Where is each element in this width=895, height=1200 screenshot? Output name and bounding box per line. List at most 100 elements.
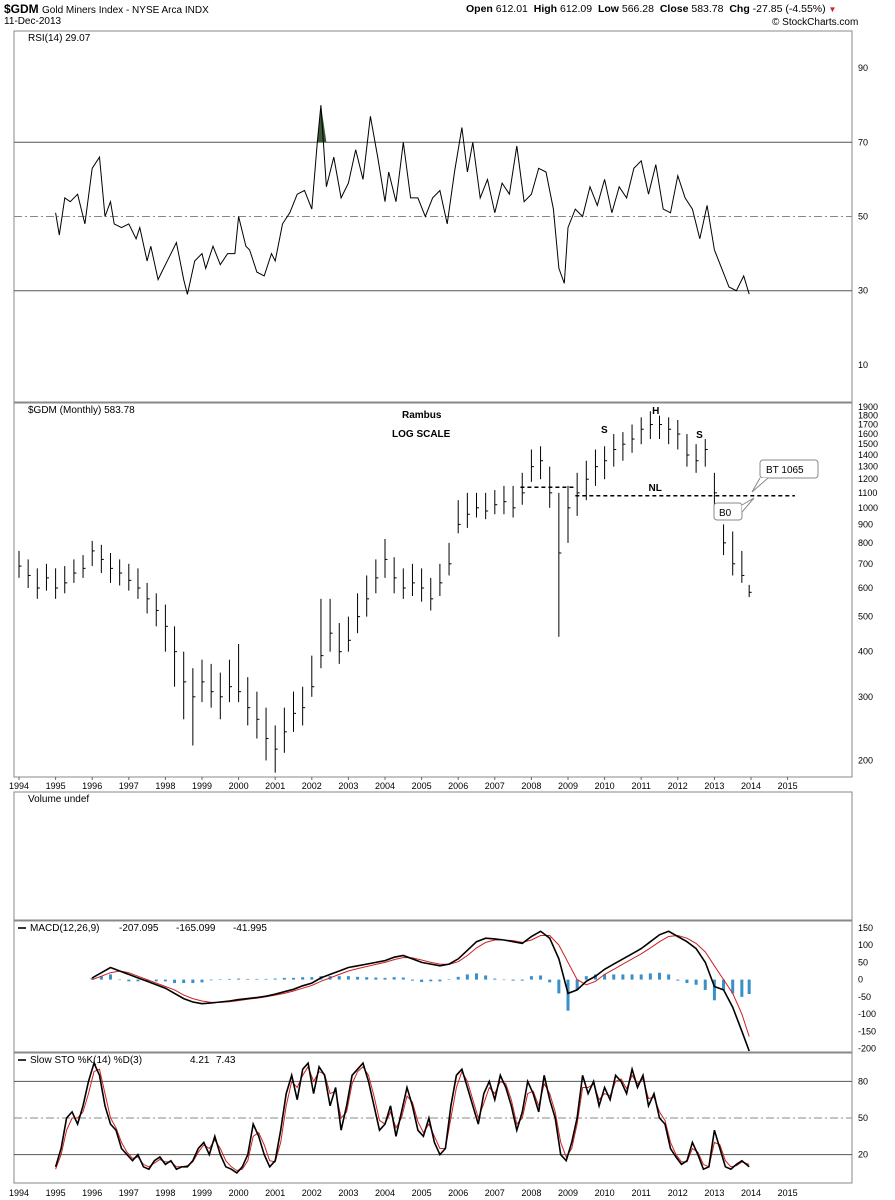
price-tick-500: 500 <box>858 612 873 622</box>
macd-histogram-bar <box>200 979 204 983</box>
macd-histogram-bar <box>621 974 625 980</box>
sto-tick-50: 50 <box>858 1113 868 1123</box>
macd-histogram-bar <box>273 978 277 980</box>
year-label-2010: 2010 <box>595 781 615 791</box>
macd-histogram-bar <box>520 979 524 981</box>
close-value: 583.78 <box>691 3 724 15</box>
neckline-label: NL <box>649 483 662 494</box>
macd-histogram-bar <box>346 976 350 980</box>
year-label-2004: 2004 <box>375 781 395 791</box>
macd-histogram-bar <box>566 979 570 1011</box>
annotation-subtitle: LOG SCALE <box>392 429 451 440</box>
macd-histogram-bar <box>356 976 360 980</box>
year-label-bottom-1996: 1996 <box>82 1188 102 1198</box>
macd-histogram-bar <box>603 974 607 980</box>
year-label-2002: 2002 <box>302 781 322 791</box>
macd-histogram-bar <box>630 974 634 980</box>
left-shoulder-label: S <box>601 425 608 436</box>
macd-histogram-bar <box>127 979 131 982</box>
macd-histogram-bar <box>365 977 369 980</box>
rsi-tick-30: 30 <box>858 286 868 296</box>
macd-histogram-bar <box>154 979 158 982</box>
macd-histogram-bar <box>612 974 616 980</box>
volume-legend: Volume undef <box>28 794 89 805</box>
macd-histogram-bar <box>502 979 506 981</box>
macd-histogram-bar <box>301 977 305 980</box>
breakout-label: B0 <box>719 508 732 519</box>
macd-histogram-bar <box>722 979 726 990</box>
macd-tick--200: -200 <box>858 1044 876 1054</box>
price-tick-1800: 1800 <box>858 411 878 421</box>
year-label-bottom-1997: 1997 <box>119 1188 139 1198</box>
macd-histogram-bar <box>676 979 680 981</box>
macd-histogram-bar <box>639 974 643 980</box>
price-tick-900: 900 <box>858 519 873 529</box>
macd-tick-50: 50 <box>858 957 868 967</box>
year-label-bottom-2014: 2014 <box>741 1188 761 1198</box>
year-label-bottom-2001: 2001 <box>265 1188 285 1198</box>
macd-histogram-bar <box>575 979 579 990</box>
year-label-bottom-2008: 2008 <box>521 1188 541 1198</box>
macd-histogram-bar <box>237 978 241 980</box>
macd-histogram-bar <box>447 979 451 980</box>
down-arrow-icon: ▼ <box>828 5 837 14</box>
open-label: Open <box>466 3 493 15</box>
macd-histogram-bar <box>282 977 286 980</box>
macd-histogram-bar <box>747 979 751 995</box>
macd-histogram-bar <box>173 979 177 984</box>
macd-histogram-bar <box>182 979 186 984</box>
macd-histogram-bar <box>667 974 671 980</box>
macd-legend-hist: -41.995 <box>233 923 267 934</box>
annotation-title: Rambus <box>402 410 442 421</box>
rsi-tick-10: 10 <box>858 360 868 370</box>
macd-tick-150: 150 <box>858 923 873 933</box>
macd-histogram-bar <box>99 976 103 980</box>
sto-legend-k: 4.21 <box>190 1055 210 1066</box>
year-label-bottom-2012: 2012 <box>668 1188 688 1198</box>
year-label-bottom-2010: 2010 <box>595 1188 615 1198</box>
year-label-2015: 2015 <box>778 781 798 791</box>
backtest-box <box>759 459 819 479</box>
macd-histogram-bar <box>227 978 231 980</box>
year-label-bottom-2013: 2013 <box>704 1188 724 1198</box>
breakout-pointer <box>741 497 755 513</box>
macd-histogram-bar <box>456 976 460 980</box>
high-label: High <box>533 3 558 15</box>
year-label-bottom-2004: 2004 <box>375 1188 395 1198</box>
macd-histogram-bar <box>292 977 295 980</box>
sto-legend-d: 7.43 <box>216 1055 236 1066</box>
macd-histogram-bar <box>712 979 716 1001</box>
price-tick-400: 400 <box>858 647 873 657</box>
year-label-2007: 2007 <box>485 781 505 791</box>
copyright: © StockCharts.com <box>772 17 859 28</box>
macd-legend-macd: -207.095 <box>119 923 159 934</box>
rsi-legend: RSI(14) 29.07 <box>28 33 91 44</box>
year-label-bottom-1995: 1995 <box>46 1188 66 1198</box>
year-label-1999: 1999 <box>192 781 212 791</box>
price-tick-1100: 1100 <box>858 488 877 498</box>
macd-histogram-bar <box>493 978 497 980</box>
chg-value: -27.85 (-4.55%) <box>752 3 826 15</box>
sto-legend-prefix: Slow STO %K(14) %D(3) <box>30 1055 142 1066</box>
macd-tick-100: 100 <box>858 940 873 950</box>
macd-histogram-bar <box>731 979 735 994</box>
macd-histogram-bar <box>557 979 561 994</box>
macd-histogram-bar <box>685 979 689 984</box>
year-label-2006: 2006 <box>448 781 468 791</box>
year-label-bottom-2007: 2007 <box>485 1188 505 1198</box>
price-tick-1900: 1900 <box>858 402 878 412</box>
price-tick-1400: 1400 <box>858 450 878 460</box>
macd-histogram-bar <box>475 973 478 980</box>
year-label-2003: 2003 <box>338 781 358 791</box>
year-label-2008: 2008 <box>521 781 541 791</box>
rsi-tick-70: 70 <box>858 137 868 147</box>
head-label: H <box>652 406 659 417</box>
close-label: Close <box>659 3 689 15</box>
macd-histogram-bar <box>374 977 378 980</box>
price-tick-1200: 1200 <box>858 474 878 484</box>
year-label-2001: 2001 <box>265 781 285 791</box>
macd-histogram-bar <box>484 975 488 980</box>
macd-histogram-bar <box>539 975 543 980</box>
price-tick-800: 800 <box>858 538 873 548</box>
